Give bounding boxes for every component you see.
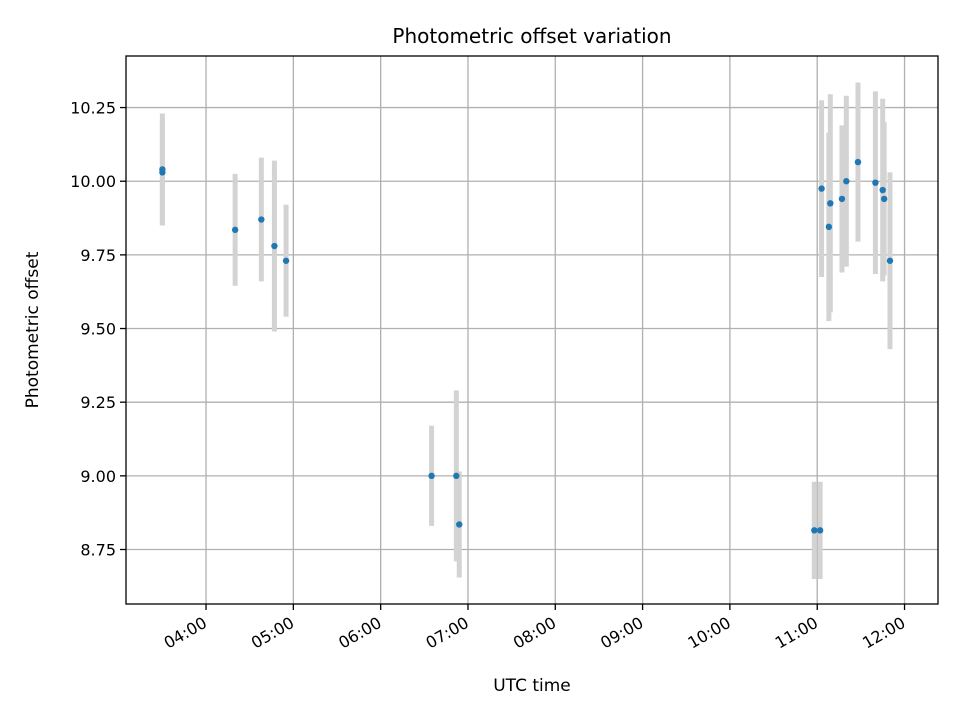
data-point (231, 226, 239, 234)
y-tick-label: 10.25 (70, 99, 116, 118)
data-point (428, 472, 435, 480)
data-point (453, 472, 460, 480)
data-point (843, 178, 850, 185)
grid (126, 56, 938, 604)
y-tick-label: 10.00 (70, 172, 116, 191)
data-point (886, 257, 894, 264)
data-points (159, 158, 894, 534)
data-point (879, 186, 886, 194)
plot-frame (125, 55, 939, 605)
data-point (456, 521, 463, 528)
data-point (282, 257, 290, 264)
y-tick-label: 8.75 (80, 540, 116, 559)
data-point (827, 200, 834, 207)
y-tick-label: 9.75 (80, 246, 116, 265)
data-point (816, 527, 824, 534)
data-point (838, 195, 846, 203)
data-point (825, 223, 833, 231)
y-tick-label: 9.50 (80, 320, 116, 339)
y-axis-label: Photometric offset (23, 251, 43, 408)
chart-title: Photometric offset variation (392, 24, 671, 48)
data-point (880, 195, 888, 203)
data-point (854, 158, 862, 166)
data-point (258, 216, 265, 223)
y-tick-label: 9.00 (80, 467, 116, 486)
y-tick-label: 9.25 (80, 393, 116, 412)
x-axis-label: UTC time (493, 676, 571, 696)
data-point (271, 242, 278, 250)
data-point (811, 527, 818, 534)
data-point (818, 185, 825, 192)
data-point (159, 169, 166, 176)
data-point (872, 179, 879, 186)
